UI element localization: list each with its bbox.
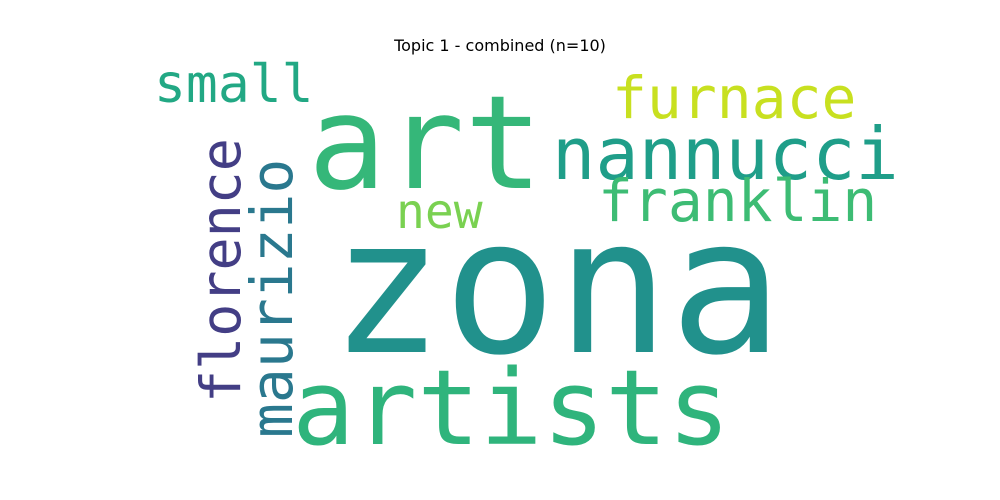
word-maurizio: maurizio — [238, 159, 306, 438]
word-florence: florence — [189, 138, 253, 403]
word-new: new — [396, 184, 483, 240]
chart-title: Topic 1 - combined (n=10) — [394, 36, 606, 55]
word-art: art — [308, 67, 543, 219]
word-nannucci: nannucci — [552, 112, 899, 196]
word-artists: artists — [292, 347, 730, 469]
word-franklin: franklin — [598, 167, 877, 235]
word-zona: zona — [330, 178, 783, 397]
word-small: small — [154, 54, 314, 115]
word-furnace: furnace — [612, 64, 856, 132]
